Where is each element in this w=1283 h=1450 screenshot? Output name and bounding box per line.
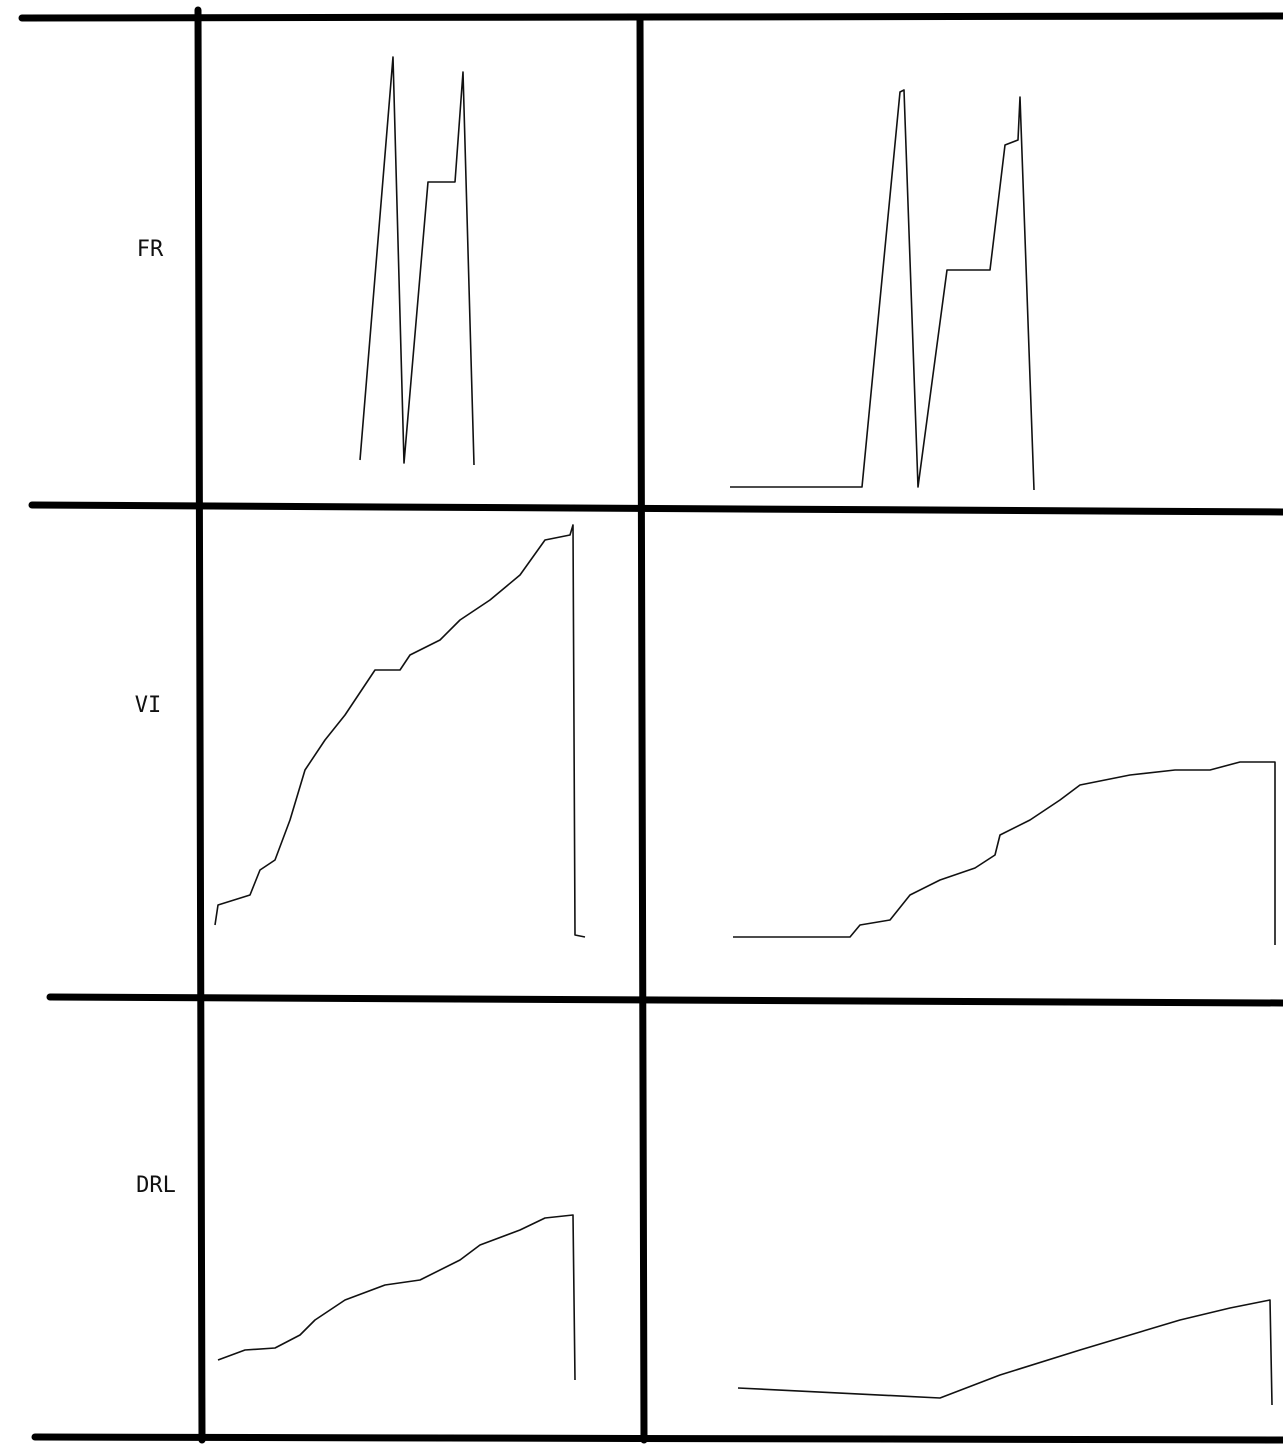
row-label: DRL [136,1173,176,1198]
row-label: FR [137,237,164,262]
rule-row2 [46,993,1283,1007]
trace [730,89,1035,491]
rule-bottom [31,1433,1283,1444]
rule-row1 [28,501,1283,516]
trace [359,56,475,466]
trace [217,1214,576,1381]
trace [737,1299,1273,1406]
divider-left [194,6,206,1444]
divider-middle [636,14,648,1444]
trace [733,761,1276,945]
trace [214,524,586,938]
rule-top [18,12,1283,22]
row-label: VI [135,693,162,718]
